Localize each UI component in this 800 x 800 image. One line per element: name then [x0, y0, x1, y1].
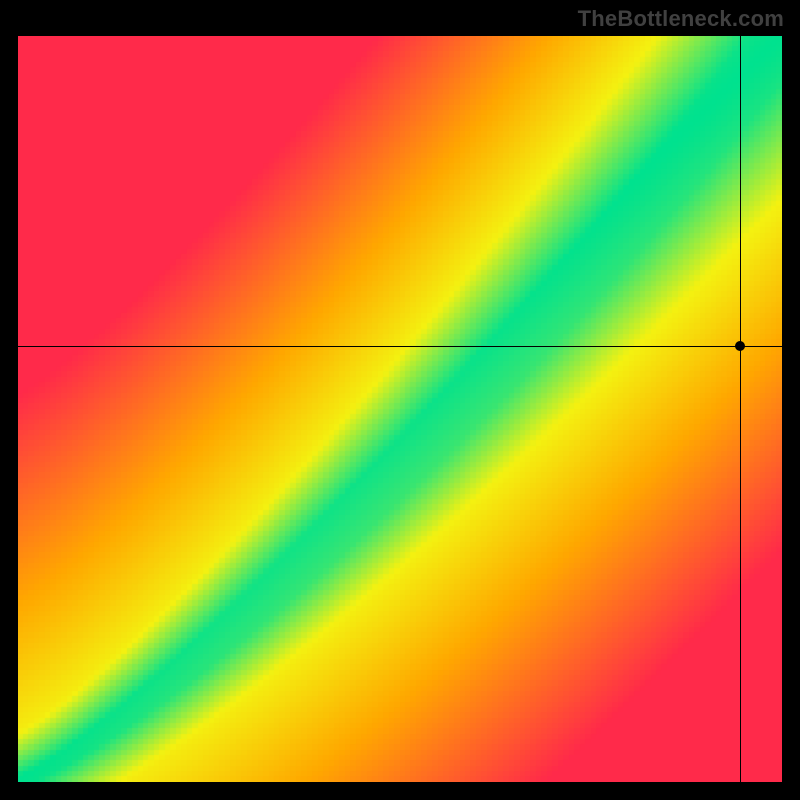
plot-area — [18, 36, 782, 782]
crosshair-horizontal — [18, 346, 782, 347]
marker-dot — [735, 341, 745, 351]
figure-container: TheBottleneck.com — [0, 0, 800, 800]
crosshair-vertical — [740, 36, 741, 782]
heatmap-canvas — [18, 36, 782, 782]
watermark-text: TheBottleneck.com — [578, 6, 784, 32]
